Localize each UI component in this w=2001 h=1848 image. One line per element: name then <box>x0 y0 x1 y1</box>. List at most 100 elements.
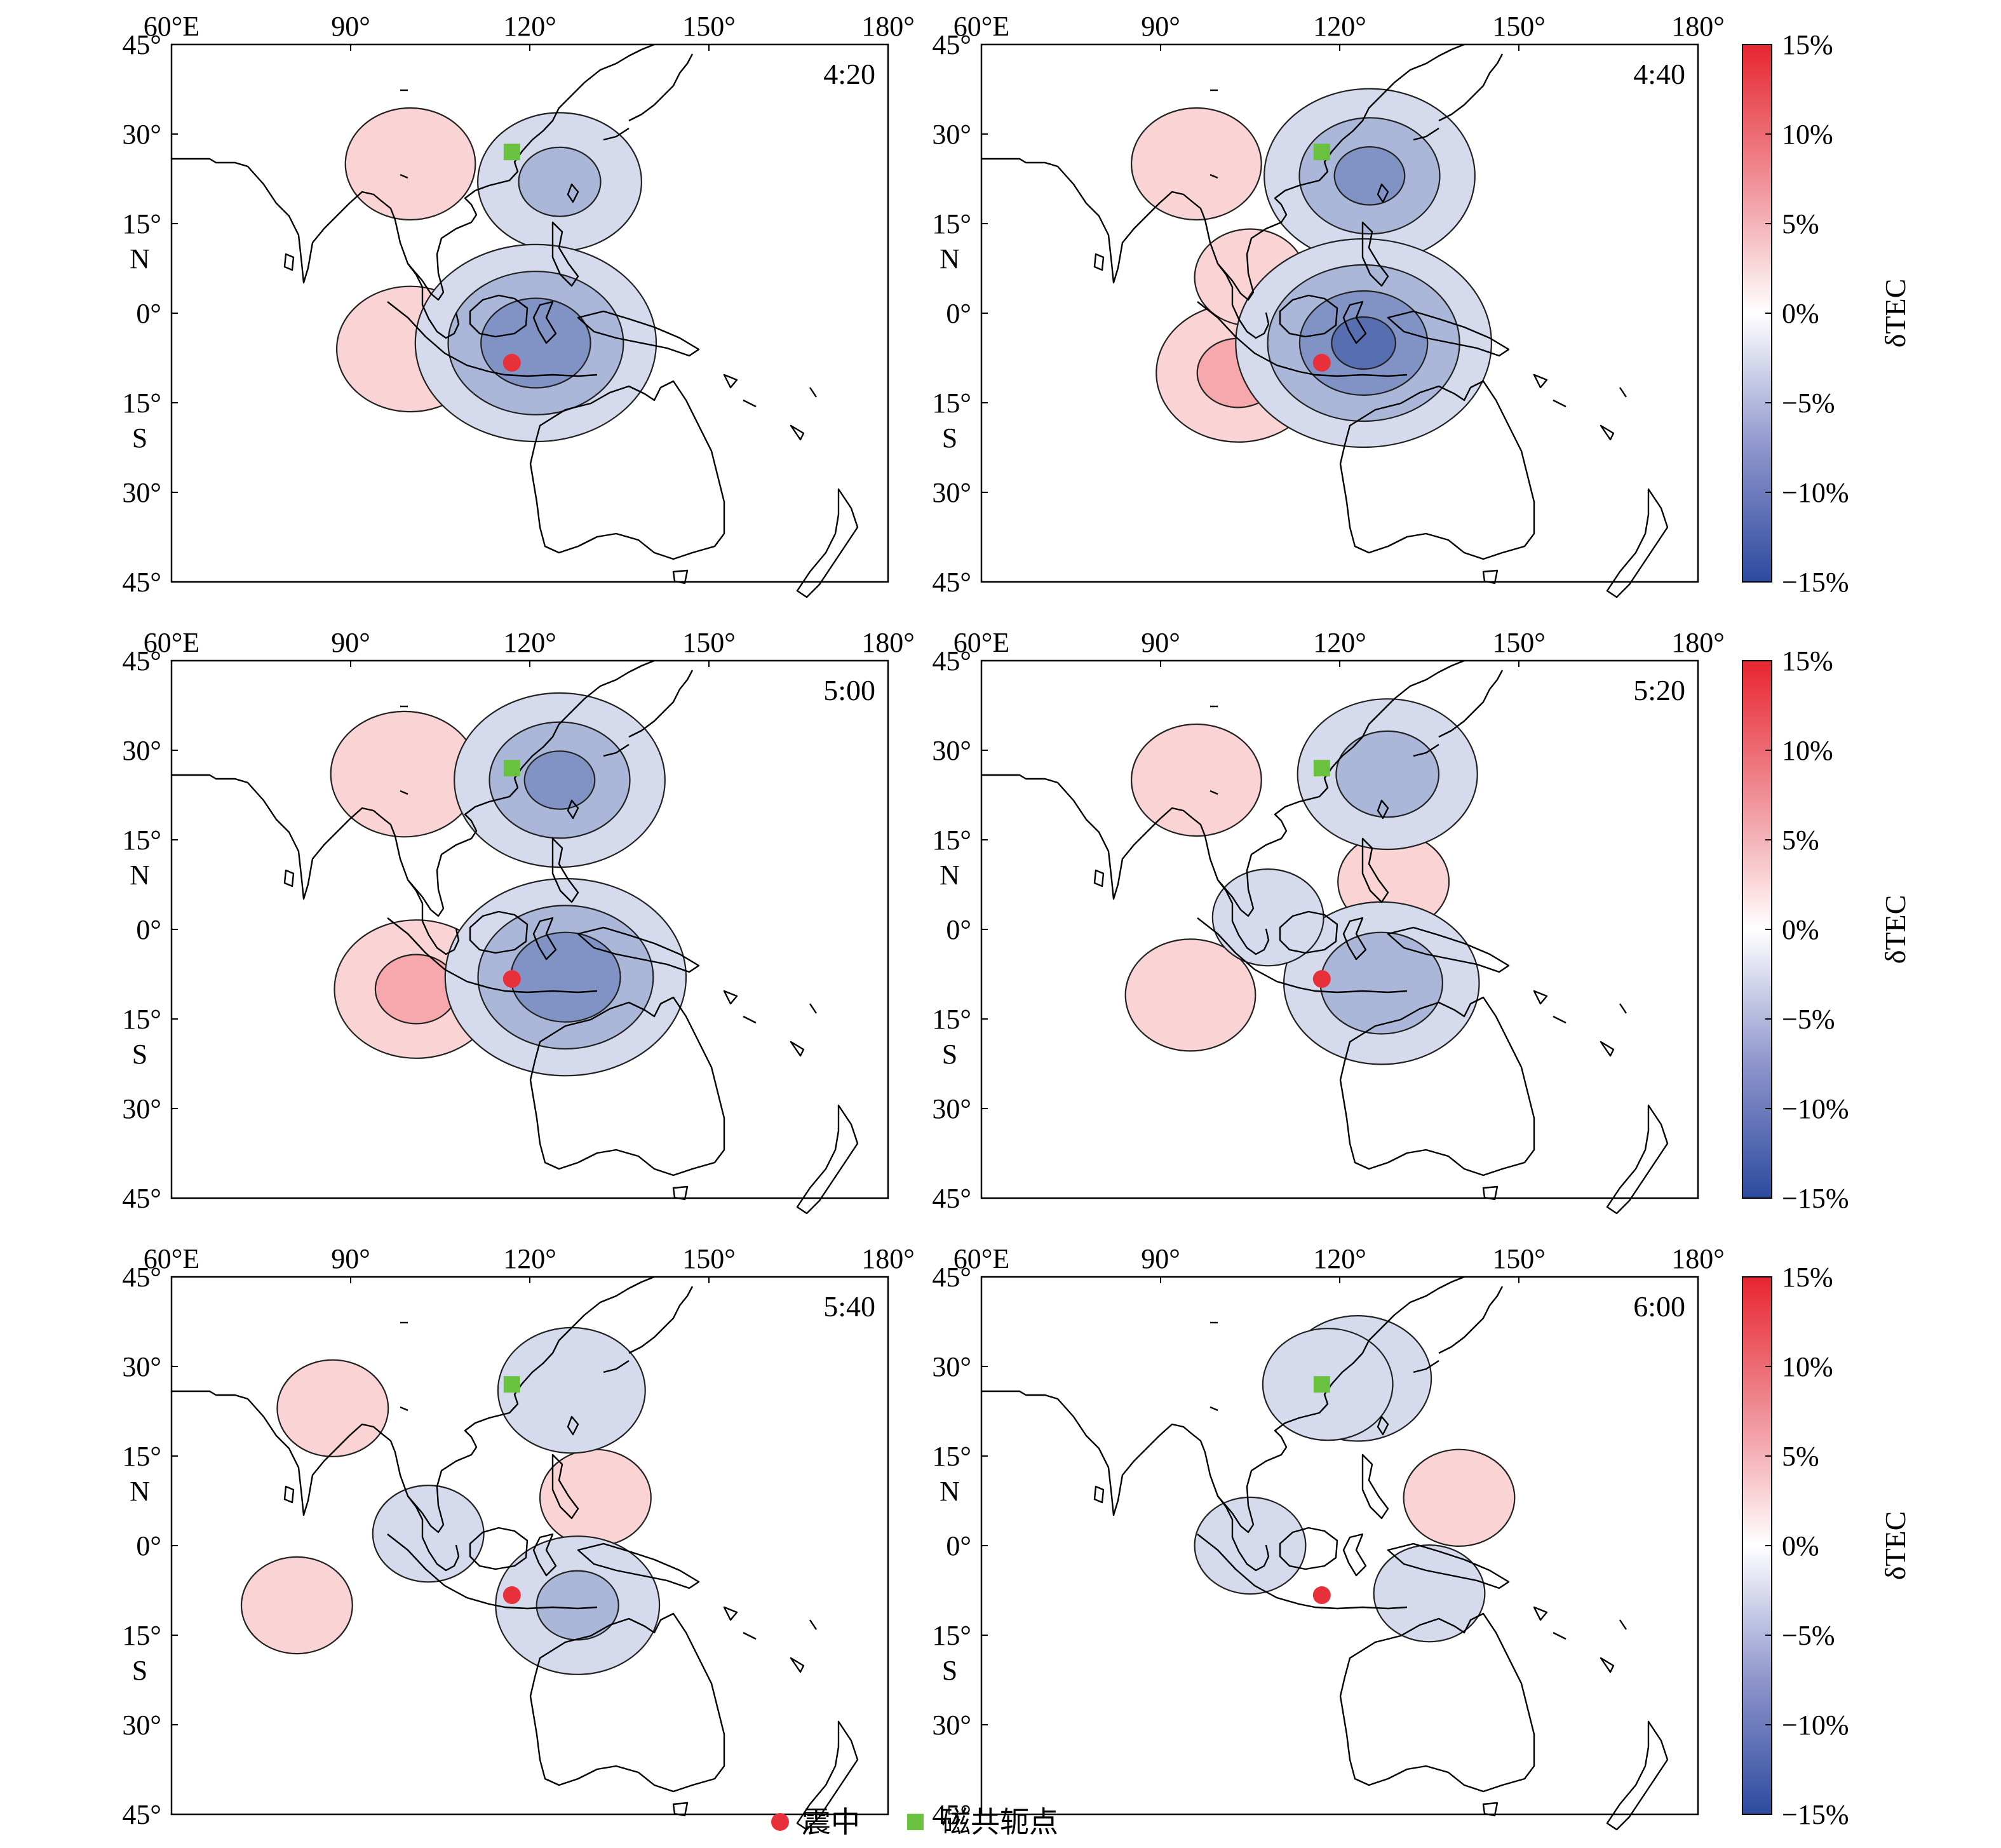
lat-tick-label: 15° <box>122 825 161 856</box>
colorbar-tick-label: 10% <box>1782 119 1833 150</box>
colorbar-tick-label: 5% <box>1782 208 1819 239</box>
hemisphere-south-label: S <box>942 1039 957 1070</box>
negative-anomaly-contour <box>1335 730 1440 818</box>
colorbar-tick-label: 10% <box>1782 1351 1833 1382</box>
epicenter-marker <box>502 354 521 372</box>
lat-tick-label: 30° <box>122 119 161 150</box>
time-label: 6:00 <box>1633 1290 1685 1323</box>
epicenter-marker <box>1312 354 1331 372</box>
lat-tick-label: 45° <box>932 1262 971 1293</box>
lat-tick-label: 30° <box>122 1710 161 1741</box>
negative-anomaly-contour <box>1333 146 1406 206</box>
conjugate-point-marker <box>503 1376 520 1393</box>
time-label: 5:20 <box>1633 674 1685 706</box>
lon-tick-label: 60°E <box>953 627 1009 658</box>
positive-anomaly-contour <box>1403 1448 1516 1547</box>
lat-tick-label: 15° <box>122 208 161 239</box>
lat-tick-label: 45° <box>932 645 971 677</box>
anomaly-layer <box>1194 1315 1516 1643</box>
lat-tick-label: 30° <box>932 119 971 150</box>
legend: 震中 磁共轭点 <box>771 1805 1058 1839</box>
colorbar: 15% 10% 5% 0% −5% −10% −15% δTEC <box>1742 645 1911 1214</box>
colorbar-title: δTEC <box>1879 895 1911 964</box>
lon-tick-label: 150° <box>1492 11 1546 42</box>
epicenter-marker <box>502 970 521 988</box>
lon-tick-label: 60°E <box>144 11 199 42</box>
lat-tick-label: 30° <box>932 1710 971 1741</box>
anomaly-layer <box>330 692 687 1077</box>
conjugate-legend-marker <box>907 1814 924 1830</box>
colorbar-tick-label: −10% <box>1782 1710 1849 1741</box>
lon-tick-label: 60°E <box>144 1243 199 1274</box>
lat-tick-label: 0° <box>946 298 971 329</box>
conjugate-point-marker <box>1313 144 1330 161</box>
lon-tick-label: 90° <box>1141 1243 1180 1274</box>
lat-tick-label: 45° <box>122 1183 161 1214</box>
colorbar-tick-label: 15% <box>1782 645 1833 677</box>
lat-tick-label: 45° <box>932 567 971 598</box>
time-label: 5:00 <box>823 674 875 706</box>
lon-tick-label: 120° <box>503 1243 556 1274</box>
negative-anomaly-contour <box>1331 316 1396 370</box>
anomaly-layer <box>1130 88 1492 449</box>
hemisphere-north-label: N <box>130 243 150 274</box>
colorbar-tick-label: 0% <box>1782 1530 1819 1561</box>
lat-tick-label: 30° <box>932 477 971 508</box>
time-label: 4:20 <box>823 58 875 90</box>
positive-anomaly-contour <box>374 954 458 1025</box>
lat-tick-label: 0° <box>136 914 161 945</box>
hemisphere-south-label: S <box>942 422 957 454</box>
lat-tick-label: 15° <box>932 1441 971 1472</box>
negative-anomaly-contour <box>1194 1496 1307 1595</box>
colorbar-tick-label: 0% <box>1782 298 1819 329</box>
colorbar-tick-label: 5% <box>1782 825 1819 856</box>
epicenter-legend-label: 震中 <box>802 1805 860 1839</box>
lon-tick-label: 120° <box>1313 627 1366 658</box>
negative-anomaly-contour <box>510 931 621 1023</box>
colorbar-title: δTEC <box>1879 279 1911 348</box>
lon-tick-label: 120° <box>1313 1243 1366 1274</box>
lon-tick-label: 60°E <box>953 1243 1009 1274</box>
lon-tick-label: 60°E <box>144 627 199 658</box>
lon-tick-label: 180° <box>1671 11 1725 42</box>
colorbar-tick-label: −5% <box>1782 388 1835 419</box>
lon-tick-label: 90° <box>1141 11 1180 42</box>
colorbar-tick-label: −15% <box>1782 1799 1849 1830</box>
lat-tick-label: 15° <box>932 825 971 856</box>
lat-tick-label: 0° <box>946 914 971 945</box>
lat-tick-label: 45° <box>122 567 161 598</box>
lat-tick-label: 0° <box>946 1530 971 1561</box>
negative-anomaly-contour <box>518 146 602 217</box>
lat-tick-label: 45° <box>122 1262 161 1293</box>
positive-anomaly-contour <box>344 107 476 221</box>
colorbar-tick-label: 15% <box>1782 1262 1833 1293</box>
lat-tick-label: 15° <box>122 388 161 419</box>
conjugate-point-marker <box>503 760 520 777</box>
lon-tick-label: 150° <box>682 1243 736 1274</box>
lon-tick-label: 120° <box>503 11 556 42</box>
lon-tick-label: 90° <box>331 627 370 658</box>
hemisphere-south-label: S <box>132 1655 147 1686</box>
lat-tick-label: 15° <box>932 388 971 419</box>
negative-anomaly-contour <box>1319 931 1444 1035</box>
lon-tick-label: 150° <box>682 627 736 658</box>
colorbar-tick-label: 0% <box>1782 914 1819 945</box>
lon-tick-label: 90° <box>1141 627 1180 658</box>
lat-tick-label: 45° <box>122 645 161 677</box>
lat-tick-label: 15° <box>122 1441 161 1472</box>
hemisphere-north-label: N <box>940 1476 960 1507</box>
epicenter-marker <box>502 1586 521 1605</box>
negative-anomaly-contour <box>1373 1544 1486 1643</box>
map-panel-420: 4:20 60°E 90° 120° 150° 180° 45° 30° 15° 0° 15° 30°… <box>122 11 915 598</box>
lat-tick-label: 15° <box>932 1004 971 1035</box>
colorbar-tick-label: −15% <box>1782 567 1849 598</box>
colorbar-tick-label: −5% <box>1782 1004 1835 1035</box>
lon-tick-label: 180° <box>861 627 915 658</box>
lat-tick-label: 30° <box>932 735 971 766</box>
hemisphere-south-label: S <box>132 1039 147 1070</box>
time-label: 5:40 <box>823 1290 875 1323</box>
positive-anomaly-contour <box>1130 107 1262 221</box>
colorbar-tick-label: 5% <box>1782 1441 1819 1472</box>
lat-tick-label: 15° <box>122 1004 161 1035</box>
lat-tick-label: 15° <box>122 1620 161 1651</box>
